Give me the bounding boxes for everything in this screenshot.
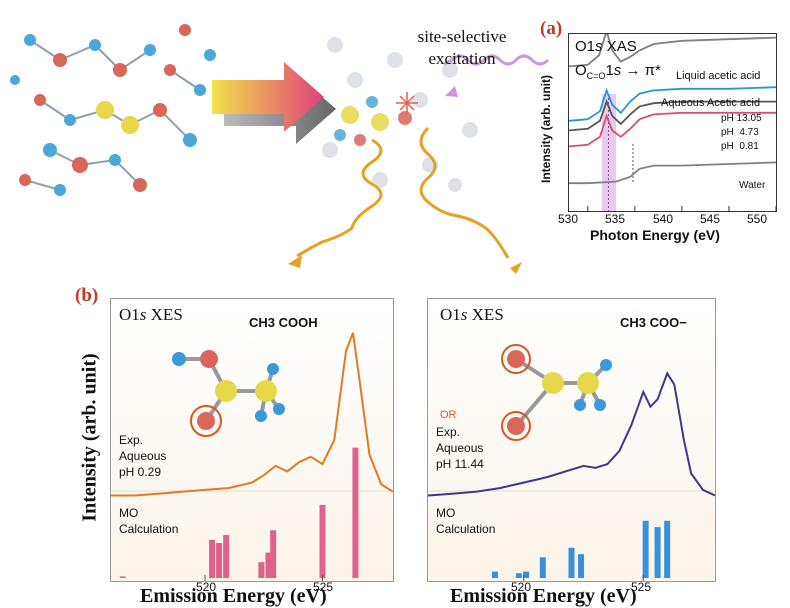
xas-tick: 550 [747,212,768,226]
acetic-acid-molecule-icon [172,350,285,437]
label-ph2: pH 4.73 [721,127,759,138]
mo-bar [119,576,126,578]
incoming-photon-arrowhead [445,86,458,97]
mo-bar [654,527,661,578]
xes-right-frame: O1s XES CH3 COO− OR Exp. Aqueous pH 11.44 … [427,298,716,582]
mo-bar [515,573,522,578]
xes-right-x-ticks: 520 525 [427,580,714,598]
mo-bar [223,535,230,578]
xes-left-x-ticks: 520 525 [110,580,392,598]
panel-b-letter: (b) [75,285,99,306]
emitted-photon-wave-right [419,126,510,259]
mo-bar [523,571,530,578]
excitation-star-icon [396,92,418,114]
xas-xlabel: Photon Energy (eV) [590,227,720,243]
xas-x-ticks: 530 535 540 545 550 [558,212,790,228]
xas-tick: 535 [605,212,626,226]
xas-plot-area [569,34,776,211]
mo-bar [265,552,272,578]
xas-series-line [569,161,776,185]
acetate-molecule-icon [501,344,612,441]
xes-right-exp-label: Exp. Aqueous pH 11.44 [436,425,484,471]
emitted-photon-arrowhead-right [510,262,522,274]
xas-title: O1s XAS [575,38,637,55]
mo-bar [352,447,359,578]
xas-tick: 530 [558,212,579,226]
xes-ylabel: Intensity (arb. unit) [78,353,101,522]
molecule-atoms-left [10,24,216,196]
xes-left-tick: 525 [313,580,334,594]
xas-series-line [569,111,776,148]
mo-bar [216,543,223,578]
excitation-label: site-selective excitation [417,27,507,68]
xes-left-molecule-label: CH3 COOH [249,315,318,330]
xas-series-line [569,86,776,122]
xes-left-xlabel: Emission Energy (eV) [140,585,327,607]
label-ph3: pH 0.81 [721,141,759,152]
schematic-illustration [10,24,550,274]
label-water: Water [739,180,766,191]
xes-right-tick: 525 [631,580,652,594]
xes-left-mo-label: MO Calculation [119,506,179,536]
xas-series-line [569,34,776,68]
xas-series-line [569,99,776,132]
mo-bar [270,530,277,578]
xes-right-xlabel: Emission Energy (eV) [450,585,637,607]
xes-right-or-label: OR [440,409,457,421]
emitted-photon-arrowhead-left [288,255,302,268]
label-ph1: pH 13.05 [721,113,762,124]
molecule-cluster-left [24,39,201,191]
panel-a-letter: (a) [540,18,563,39]
incoming-photon-wave [443,54,550,66]
mo-bar [319,504,326,578]
xas-transition-label: OC=O1s → π* [575,62,661,81]
xes-left-title: O1s XES [119,305,183,324]
xes-exp-curve [428,371,715,497]
xes-right-plot-area [428,371,715,581]
mo-bar [491,571,498,578]
xes-right-tick: 520 [511,580,532,594]
xes-left-tick: 520 [196,580,217,594]
xes-right-title: O1s XES [440,305,504,324]
xes-right-molecule-label: CH3 COO− [620,315,687,330]
mo-bar [539,557,546,578]
xes-left-plot-area [111,332,393,581]
xas-ylabel: Intensity (arb. unit) [539,75,553,183]
mo-bar [209,539,216,578]
mo-bar [642,520,649,578]
xas-plot-frame: O1s XAS OC=O1s → π* Liquid acetic acid A… [568,33,777,212]
xes-exp-curve [111,332,393,497]
xes-left-frame: O1s XES CH3 COOH Exp. Aqueous pH 0.29 MO Ca… [110,298,394,582]
mo-bar [664,520,671,578]
xes-right-mo-label: MO Calculation [436,506,496,536]
emitted-photon-wave-left [296,138,383,258]
mo-bar [258,562,265,578]
xas-tick: 540 [653,212,674,226]
mo-bar [578,554,585,578]
label-liquid: Liquid acetic acid [676,70,761,82]
molecule-cluster-right [322,37,478,192]
xas-tick: 545 [700,212,721,226]
mo-bar [568,547,575,578]
xes-left-exp-label: Exp. Aqueous pH 0.29 [119,433,167,479]
label-aqueous: Aqueous Acetic acid [661,97,761,109]
process-arrow [212,62,336,144]
